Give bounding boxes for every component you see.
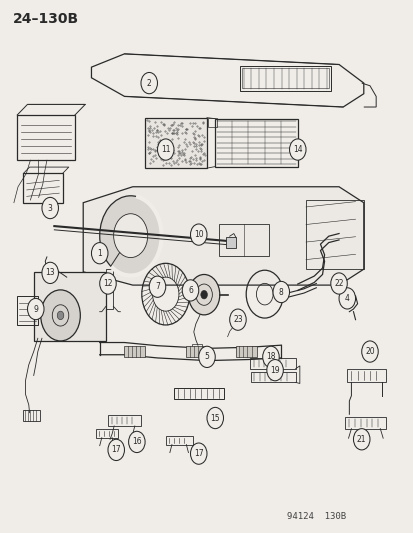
Circle shape <box>182 280 198 301</box>
Bar <box>165 436 192 445</box>
Circle shape <box>57 311 64 320</box>
Text: 9: 9 <box>33 304 38 313</box>
Text: 2: 2 <box>147 78 151 87</box>
Circle shape <box>128 431 145 453</box>
Bar <box>347 369 386 382</box>
Text: 24–130B: 24–130B <box>13 12 79 27</box>
Bar <box>251 372 295 382</box>
Circle shape <box>338 288 355 309</box>
Circle shape <box>141 72 157 94</box>
Text: 6: 6 <box>188 286 192 295</box>
Circle shape <box>206 407 223 429</box>
Circle shape <box>42 197 58 219</box>
Bar <box>23 410 40 421</box>
Circle shape <box>272 281 289 303</box>
Text: 13: 13 <box>45 269 55 277</box>
Circle shape <box>91 243 108 264</box>
Text: 10: 10 <box>193 230 203 239</box>
Text: 12: 12 <box>103 279 112 288</box>
Bar <box>106 269 113 309</box>
Circle shape <box>108 439 124 461</box>
Text: 1: 1 <box>97 249 102 258</box>
Circle shape <box>190 443 206 464</box>
Bar <box>191 344 202 352</box>
Circle shape <box>114 214 147 257</box>
Text: 17: 17 <box>193 449 203 458</box>
Text: 20: 20 <box>364 347 374 356</box>
Circle shape <box>353 429 369 450</box>
Text: 22: 22 <box>333 279 343 288</box>
Bar <box>250 358 295 368</box>
Bar <box>124 346 145 357</box>
Bar <box>240 66 330 91</box>
Text: 5: 5 <box>204 352 209 361</box>
Circle shape <box>266 360 282 381</box>
Polygon shape <box>83 187 363 285</box>
Text: 16: 16 <box>132 438 141 447</box>
Circle shape <box>361 341 377 362</box>
Text: 23: 23 <box>233 315 242 324</box>
Bar <box>186 346 206 357</box>
Text: 11: 11 <box>161 145 170 154</box>
Bar <box>219 224 268 256</box>
Circle shape <box>100 196 161 276</box>
Text: 17: 17 <box>111 446 121 455</box>
Circle shape <box>289 139 305 160</box>
Text: 94124  130B: 94124 130B <box>287 512 346 521</box>
Bar <box>231 316 243 326</box>
Bar <box>208 118 217 127</box>
Bar <box>23 173 62 203</box>
Text: 14: 14 <box>292 145 302 154</box>
Bar <box>108 415 141 426</box>
Circle shape <box>198 346 215 368</box>
Circle shape <box>330 273 347 294</box>
Text: 8: 8 <box>278 287 283 296</box>
Bar <box>235 346 256 357</box>
Bar <box>225 237 235 248</box>
Bar <box>95 429 118 438</box>
Bar <box>17 296 38 325</box>
Bar <box>215 119 297 166</box>
Bar <box>145 118 206 168</box>
Bar <box>173 387 223 399</box>
Text: 15: 15 <box>210 414 220 423</box>
Circle shape <box>40 290 80 341</box>
Circle shape <box>190 224 206 245</box>
Text: 4: 4 <box>344 294 349 303</box>
Bar <box>305 200 363 269</box>
Text: 7: 7 <box>155 282 159 291</box>
Circle shape <box>149 276 165 297</box>
Circle shape <box>42 262 58 284</box>
Bar <box>33 272 106 341</box>
Circle shape <box>27 298 44 320</box>
Text: 21: 21 <box>356 435 366 444</box>
Text: 18: 18 <box>266 352 275 361</box>
Bar <box>344 417 386 429</box>
Circle shape <box>100 273 116 294</box>
Bar <box>17 115 75 160</box>
Circle shape <box>262 346 278 368</box>
Circle shape <box>157 139 173 160</box>
Text: 3: 3 <box>47 204 52 213</box>
Circle shape <box>229 309 246 330</box>
Circle shape <box>200 290 207 299</box>
Circle shape <box>188 274 219 315</box>
Text: 19: 19 <box>270 366 279 375</box>
Bar <box>242 68 328 88</box>
